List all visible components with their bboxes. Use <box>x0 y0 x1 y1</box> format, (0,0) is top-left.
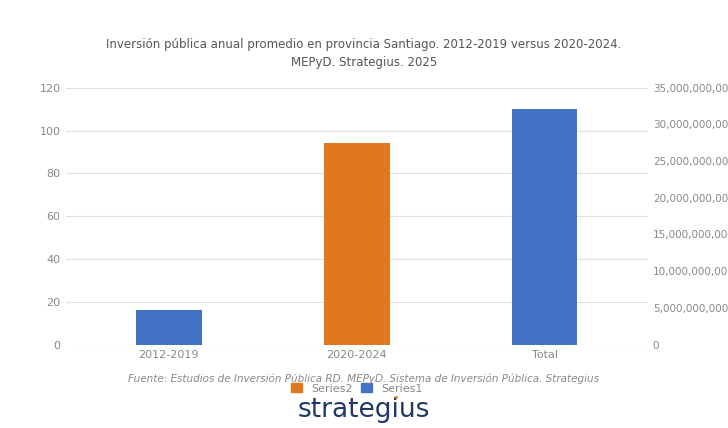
Bar <box>324 143 389 345</box>
Text: Fuente: Estudios de Inversión Pública RD. MEPyD. Sistema de Inversión Pública. S: Fuente: Estudios de Inversión Pública RD… <box>129 374 599 384</box>
Text: Inversión pública anual promedio en provincia Santiago. 2012-2019 versus 2020-20: Inversión pública anual promedio en prov… <box>106 39 622 51</box>
Bar <box>512 109 577 345</box>
Text: MEPyD. Strategius. 2025: MEPyD. Strategius. 2025 <box>291 56 437 68</box>
Text: strategius: strategius <box>298 397 430 423</box>
Legend: Series2, Series1: Series2, Series1 <box>291 383 422 394</box>
Bar <box>136 310 202 345</box>
Text: •: • <box>393 393 399 403</box>
